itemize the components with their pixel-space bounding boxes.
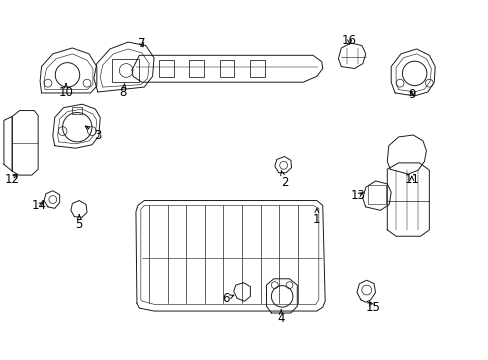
- Text: 7: 7: [138, 37, 145, 50]
- Text: 8: 8: [119, 84, 127, 99]
- Text: 3: 3: [85, 126, 102, 141]
- Bar: [189, 60, 203, 77]
- Text: 6: 6: [222, 292, 233, 305]
- Bar: [367, 185, 386, 204]
- Bar: [249, 60, 264, 77]
- Text: 11: 11: [404, 174, 418, 186]
- Bar: [72, 107, 82, 114]
- Text: 14: 14: [32, 199, 46, 212]
- Text: 1: 1: [312, 208, 320, 226]
- Text: 2: 2: [280, 171, 288, 189]
- Bar: [112, 59, 139, 82]
- Bar: [159, 60, 173, 77]
- Text: 10: 10: [59, 84, 73, 99]
- Text: 12: 12: [5, 174, 20, 186]
- Text: 13: 13: [350, 189, 365, 202]
- Text: 16: 16: [342, 33, 356, 47]
- Text: 4: 4: [277, 310, 285, 325]
- Text: 9: 9: [407, 88, 415, 101]
- Text: 15: 15: [365, 301, 379, 314]
- Bar: [219, 60, 234, 77]
- Text: 5: 5: [75, 215, 83, 230]
